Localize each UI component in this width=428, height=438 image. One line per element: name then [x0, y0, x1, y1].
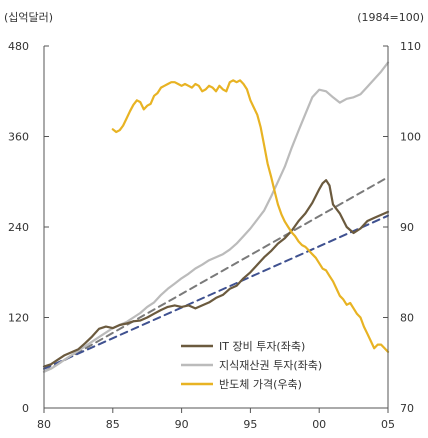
right-axis-tick-label: 110	[400, 40, 421, 53]
x-axis-tick-label: 80	[37, 418, 51, 431]
right-axis-unit: (1984=100)	[357, 11, 424, 24]
legend-label: 지식재산권 투자(좌축)	[219, 359, 322, 372]
x-axis-tick-label: 95	[243, 418, 257, 431]
x-axis-tick-label: 90	[175, 418, 189, 431]
x-axis-tick-label: 85	[106, 418, 120, 431]
trend-line-dashed	[43, 214, 389, 370]
series-line	[111, 79, 390, 353]
legend-label: IT 장비 투자(좌축)	[219, 340, 305, 353]
left-axis-tick-label: 240	[8, 221, 29, 234]
trend-line-dashed	[43, 176, 389, 373]
right-axis-tick-label: 80	[400, 312, 414, 325]
left-axis-tick-label: 480	[8, 40, 29, 53]
left-axis-tick-label: 120	[8, 312, 29, 325]
series-line	[42, 179, 390, 368]
x-axis-tick-label: 05	[381, 418, 395, 431]
left-axis-unit: (십억달러)	[4, 11, 53, 24]
right-axis-tick-label: 100	[400, 131, 421, 144]
x-axis-tick-label: 00	[312, 418, 326, 431]
left-axis-tick-label: 360	[8, 131, 29, 144]
legend-label: 반도체 가격(우축)	[219, 378, 302, 391]
right-axis-tick-label: 90	[400, 221, 414, 234]
left-axis-tick-label: 0	[22, 402, 29, 415]
right-axis-tick-label: 70	[400, 402, 414, 415]
series-line	[42, 61, 390, 373]
